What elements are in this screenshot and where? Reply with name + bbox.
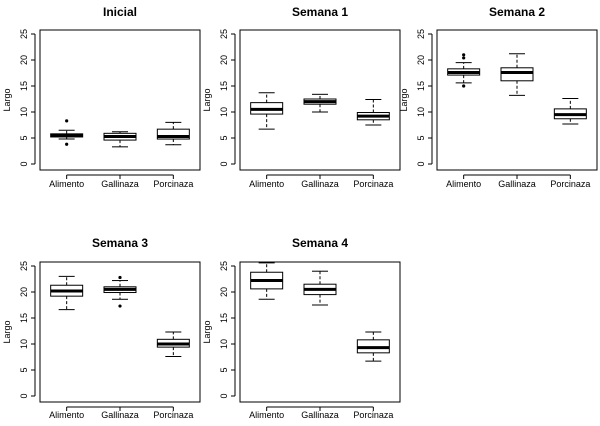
y-tick-label: 10 [219,107,229,117]
x-tick-label: Alimento [49,410,84,420]
plot-frame [239,29,401,171]
y-tick-label: 15 [416,81,426,91]
y-tick-label: 25 [19,29,29,39]
y-tick-label: 5 [19,367,29,372]
box-alimento [250,262,284,300]
plot-frame [239,261,401,403]
panel-3: Semana 3 0 5 10 15 20 25 Largo Alimento Gallinaza… [2,236,201,420]
y-tick-label: 15 [19,313,29,323]
x-tick-label: Gallinaza [498,179,536,189]
outlier-point [65,119,69,123]
outlier-point [462,56,466,60]
y-tick-label: 5 [219,135,229,140]
box-gallinaza [303,93,337,113]
panel-title: Semana 3 [92,236,148,250]
box-porcinaza [156,331,190,357]
iqr-box [500,67,534,82]
outlier-point [65,142,69,146]
panel-2: Semana 2 0 5 10 15 20 25 Largo Alimento Gallinaza… [399,5,598,189]
y-tick-label: 10 [19,107,29,117]
y-tick-label: 0 [19,393,29,398]
y-tick-label: 20 [19,55,29,65]
y-tick-label: 0 [219,161,229,166]
box-gallinaza [303,270,337,306]
y-axis-label: Largo [2,88,12,111]
iqr-box [156,128,190,140]
box-gallinaza [500,53,534,96]
y-tick-label: 10 [219,339,229,349]
box-porcinaza [156,121,190,146]
x-tick-label: Porcinaza [353,179,393,189]
y-tick-label: 25 [416,29,426,39]
panel-4: Semana 4 0 5 10 15 20 25 Largo Alimento Gallinaza… [202,236,401,420]
box-alimento [250,92,284,130]
y-tick-label: 5 [219,367,229,372]
x-tick-label: Porcinaza [153,179,193,189]
x-tick-label: Alimento [249,179,284,189]
outlier-point [462,84,466,88]
outlier-point [462,53,466,57]
box-porcinaza [356,331,390,362]
panel-title: Semana 2 [489,5,545,19]
y-axis-label: Largo [202,88,212,111]
y-axis-label: Largo [399,88,409,111]
x-tick-label: Porcinaza [153,410,193,420]
y-axis-label: Largo [2,320,12,343]
y-tick-label: 10 [416,107,426,117]
y-tick-label: 0 [19,161,29,166]
y-tick-label: 15 [219,81,229,91]
panel-title: Semana 4 [292,236,348,250]
y-tick-label: 0 [416,161,426,166]
box-porcinaza [553,97,587,125]
box-gallinaza [103,131,137,148]
x-tick-label: Alimento [446,179,481,189]
y-tick-label: 10 [19,339,29,349]
plot-frame [39,29,201,171]
y-axis-label: Largo [202,320,212,343]
panel-title: Inicial [103,5,137,19]
box-alimento [50,119,84,146]
outlier-point [118,304,122,308]
x-tick-label: Gallinaza [301,179,339,189]
y-tick-label: 20 [219,287,229,297]
x-tick-label: Gallinaza [301,410,339,420]
panel-title: Semana 1 [292,5,348,19]
box-alimento [447,53,481,88]
y-tick-label: 20 [19,287,29,297]
y-tick-label: 25 [19,261,29,271]
plot-frame [39,261,201,403]
outlier-point [118,275,122,280]
panel-0: Inicial 0 5 10 15 20 25 Largo Alimento Gallinaza P… [2,5,201,189]
plot-frame [436,29,598,171]
y-tick-label: 15 [19,81,29,91]
x-tick-label: Alimento [249,410,284,420]
y-tick-label: 25 [219,29,229,39]
panel-1: Semana 1 0 5 10 15 20 25 Largo Alimento Gallinaza… [202,5,401,189]
box-alimento [50,275,84,311]
y-tick-label: 5 [416,135,426,140]
y-tick-label: 20 [416,55,426,65]
y-tick-label: 25 [219,261,229,271]
y-tick-label: 15 [219,313,229,323]
box-gallinaza [103,275,137,308]
y-tick-label: 5 [19,135,29,140]
y-tick-label: 20 [219,55,229,65]
x-tick-label: Porcinaza [550,179,590,189]
x-tick-label: Alimento [49,179,84,189]
x-tick-label: Porcinaza [353,410,393,420]
x-tick-label: Gallinaza [101,179,139,189]
box-porcinaza [356,99,390,126]
x-tick-label: Gallinaza [101,410,139,420]
y-tick-label: 0 [219,393,229,398]
